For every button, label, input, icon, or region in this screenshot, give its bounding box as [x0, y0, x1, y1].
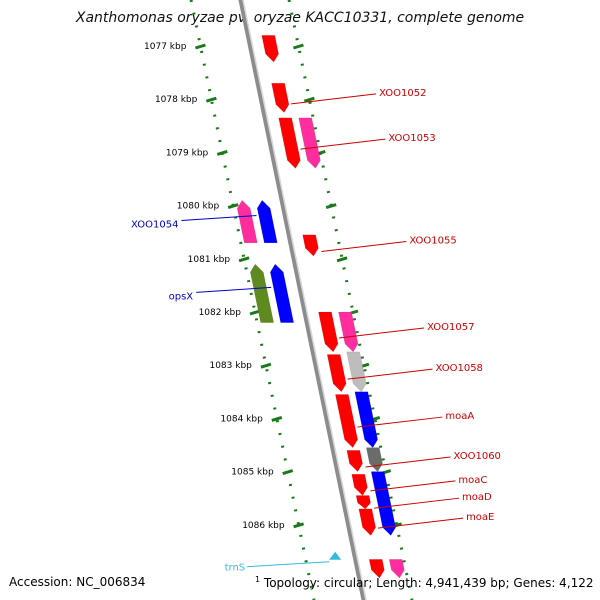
scale-tick: [238, 256, 250, 263]
gene-arrow-g22[interactable]: [368, 559, 385, 579]
gene-arrow-g5[interactable]: [236, 199, 258, 244]
scale-tick: [216, 149, 228, 156]
scale-tick-label: 1082 kbp: [199, 308, 242, 318]
gene-arrow-g17[interactable]: [365, 447, 383, 472]
topology-text: Topology: circular; Length: 4,941,439 bp…: [263, 576, 594, 590]
gene-label-leader: [365, 456, 451, 468]
gene-label-xoo1058[interactable]: XOO1058: [436, 363, 483, 374]
accession-text: Accession: NC_006834: [9, 575, 146, 589]
gene-arrow-xoo1052[interactable]: [271, 82, 290, 113]
scale-tick-label: 1079 kbp: [166, 148, 209, 158]
scale-tick-label: 1078 kbp: [155, 95, 198, 105]
scale-tick: [249, 309, 261, 316]
scale-tick-right: [293, 43, 304, 50]
scale-tick: [293, 522, 305, 529]
labels-layer: XOO1052 XOO1053 XOO1054 XOO1055 opsX XOO1057 X…: [131, 88, 501, 574]
gene-arrow-xoo1054[interactable]: [256, 199, 278, 244]
scale-tick-label: 1085 kbp: [231, 468, 274, 478]
scale-tick-right: [325, 203, 337, 210]
scale-tick-right: [336, 256, 348, 263]
feature-label-trns[interactable]: trnS: [225, 563, 246, 574]
gene-label-xoo1052[interactable]: XOO1052: [379, 88, 426, 99]
gene-arrow-xoo1053[interactable]: [278, 117, 301, 169]
scale-tick-label: 1080 kbp: [177, 202, 220, 212]
scale-tick-label: 1086 kbp: [242, 521, 285, 531]
scale-tick: [205, 96, 217, 103]
gene-label-leader: [300, 138, 386, 150]
gene-arrow-xoo1058[interactable]: [326, 354, 347, 393]
gene-label-leader: [370, 480, 456, 492]
scale-tick-label: 1077 kbp: [144, 42, 187, 52]
gene-arrow-moaa[interactable]: [335, 394, 358, 449]
topology-footnote-mark: 1: [255, 575, 261, 584]
scale-tick: [227, 203, 239, 210]
scale-tick-right: [303, 96, 315, 103]
backbone-layer: [238, 0, 367, 600]
scale-tick: [282, 469, 294, 476]
gene-label-leader: [373, 497, 460, 509]
gene-label-leader: [357, 416, 443, 428]
gene-arrow-moad[interactable]: [355, 495, 371, 510]
gene-arrow-g15[interactable]: [354, 391, 378, 449]
scale-tick: [271, 415, 283, 422]
gene-label-leader: [321, 241, 407, 252]
genome-backbone: [238, 0, 367, 600]
gene-arrow-g23[interactable]: [388, 559, 405, 579]
gene-label-xoo1055[interactable]: XOO1055: [409, 236, 456, 247]
gene-arrow-moac[interactable]: [351, 474, 368, 496]
gene-label-leader: [291, 93, 377, 105]
gene-label-moaa[interactable]: moaA: [445, 411, 474, 422]
gene-label-moae[interactable]: moaE: [466, 512, 494, 523]
scale-tick-label: 1083 kbp: [209, 361, 252, 371]
scale-rail-left: [189, 0, 316, 600]
gene-arrow-xoo1060[interactable]: [346, 450, 363, 472]
gene-arrow-xoo1057[interactable]: [318, 311, 339, 353]
gene-arrow-g21[interactable]: [370, 471, 396, 536]
gene-arrow-opsx[interactable]: [270, 263, 294, 323]
scale-layer: 1077 kbp 1078 kbp 1079 kbp 1080 kbp 1081 kbp…: [144, 0, 414, 600]
scale-tick-label: 1084 kbp: [220, 414, 263, 424]
genome-title: Xanthomonas oryzae pv. oryzae KACC10331,…: [75, 10, 525, 26]
gene-arrow-g11[interactable]: [338, 311, 359, 353]
scale-tick-label: 1081 kbp: [188, 255, 231, 265]
gene-arrow-g4[interactable]: [298, 117, 321, 169]
gene-arrow-xoo1055[interactable]: [302, 234, 319, 257]
gene-label-leader: [181, 215, 257, 222]
gene-label-xoo1060[interactable]: XOO1060: [454, 451, 501, 462]
gene-arrow-g8[interactable]: [250, 263, 274, 323]
gene-label-leader: [196, 286, 272, 293]
gene-label-leader: [347, 368, 433, 380]
gene-label-xoo1057[interactable]: XOO1057: [427, 322, 474, 333]
gene-label-xoo1053[interactable]: XOO1053: [388, 133, 435, 144]
scale-tick: [195, 43, 206, 50]
genome-backbone-highlight: [242, 0, 367, 600]
gene-arrow-moae[interactable]: [358, 508, 376, 536]
trna-marker-trns[interactable]: [329, 551, 342, 560]
gene-label-moac[interactable]: moaC: [458, 475, 487, 486]
gene-label-leader: [339, 327, 425, 339]
genes-layer: [236, 35, 405, 579]
topology-footer: 1 Topology: circular; Length: 4,941,439 …: [255, 575, 594, 590]
gene-label-moad[interactable]: moaD: [462, 492, 492, 503]
feature-label-leader: [247, 561, 330, 568]
gene-label-leader: [378, 517, 464, 529]
scale-tick: [260, 362, 272, 369]
gene-label-xoo1054[interactable]: XOO1054: [131, 220, 178, 231]
gene-label-opsx[interactable]: opsX: [169, 291, 194, 302]
gene-arrow-g1[interactable]: [261, 35, 279, 63]
